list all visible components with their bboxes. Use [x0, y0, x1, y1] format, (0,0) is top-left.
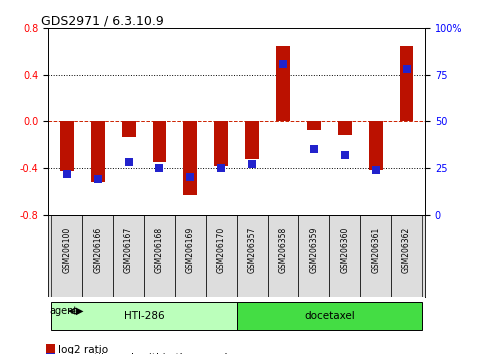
- Bar: [369, 121, 383, 170]
- Text: agent: agent: [49, 306, 77, 316]
- Point: [403, 67, 411, 72]
- Point: [94, 176, 101, 182]
- Bar: [338, 121, 352, 135]
- Point: [341, 152, 349, 158]
- Bar: [237, 302, 422, 330]
- Point: [63, 171, 71, 176]
- Text: GSM206168: GSM206168: [155, 227, 164, 273]
- Point: [372, 167, 380, 173]
- Bar: [237, 215, 268, 297]
- Text: GSM206360: GSM206360: [340, 227, 349, 273]
- Text: GSM206358: GSM206358: [279, 227, 287, 273]
- Bar: [214, 121, 228, 166]
- Bar: [298, 215, 329, 297]
- Text: HTI-286: HTI-286: [124, 311, 164, 321]
- Bar: [360, 215, 391, 297]
- Bar: [91, 121, 105, 182]
- Bar: [184, 121, 197, 195]
- Text: GSM206167: GSM206167: [124, 227, 133, 273]
- Text: GSM206170: GSM206170: [217, 227, 226, 273]
- Bar: [399, 46, 413, 121]
- Point: [248, 161, 256, 167]
- Bar: [329, 215, 360, 297]
- Text: GSM206169: GSM206169: [186, 227, 195, 273]
- Point: [310, 147, 318, 152]
- Text: GSM206359: GSM206359: [310, 227, 318, 273]
- Bar: [175, 215, 206, 297]
- Text: ▶: ▶: [76, 306, 84, 316]
- Bar: [144, 215, 175, 297]
- Bar: [82, 215, 113, 297]
- Point: [186, 175, 194, 180]
- Bar: [391, 215, 422, 297]
- Bar: [307, 121, 321, 130]
- Bar: [51, 302, 237, 330]
- Bar: [245, 121, 259, 159]
- Point: [156, 165, 163, 171]
- Text: GSM206362: GSM206362: [402, 227, 411, 273]
- Text: log2 ratio: log2 ratio: [58, 345, 108, 354]
- Bar: [113, 215, 144, 297]
- Text: GSM206166: GSM206166: [93, 227, 102, 273]
- Bar: [268, 215, 298, 297]
- Text: percentile rank within the sample: percentile rank within the sample: [58, 353, 234, 354]
- Text: GSM206100: GSM206100: [62, 227, 71, 273]
- Text: GSM206361: GSM206361: [371, 227, 380, 273]
- Bar: [206, 215, 237, 297]
- Bar: [60, 121, 74, 171]
- Point: [125, 160, 132, 165]
- Text: GSM206357: GSM206357: [248, 227, 256, 273]
- Point: [279, 61, 287, 67]
- Text: docetaxel: docetaxel: [304, 311, 355, 321]
- Point: [217, 165, 225, 171]
- Bar: [276, 46, 290, 121]
- Bar: [122, 121, 136, 137]
- Text: GDS2971 / 6.3.10.9: GDS2971 / 6.3.10.9: [41, 14, 164, 27]
- Bar: [51, 215, 82, 297]
- Bar: [153, 121, 167, 162]
